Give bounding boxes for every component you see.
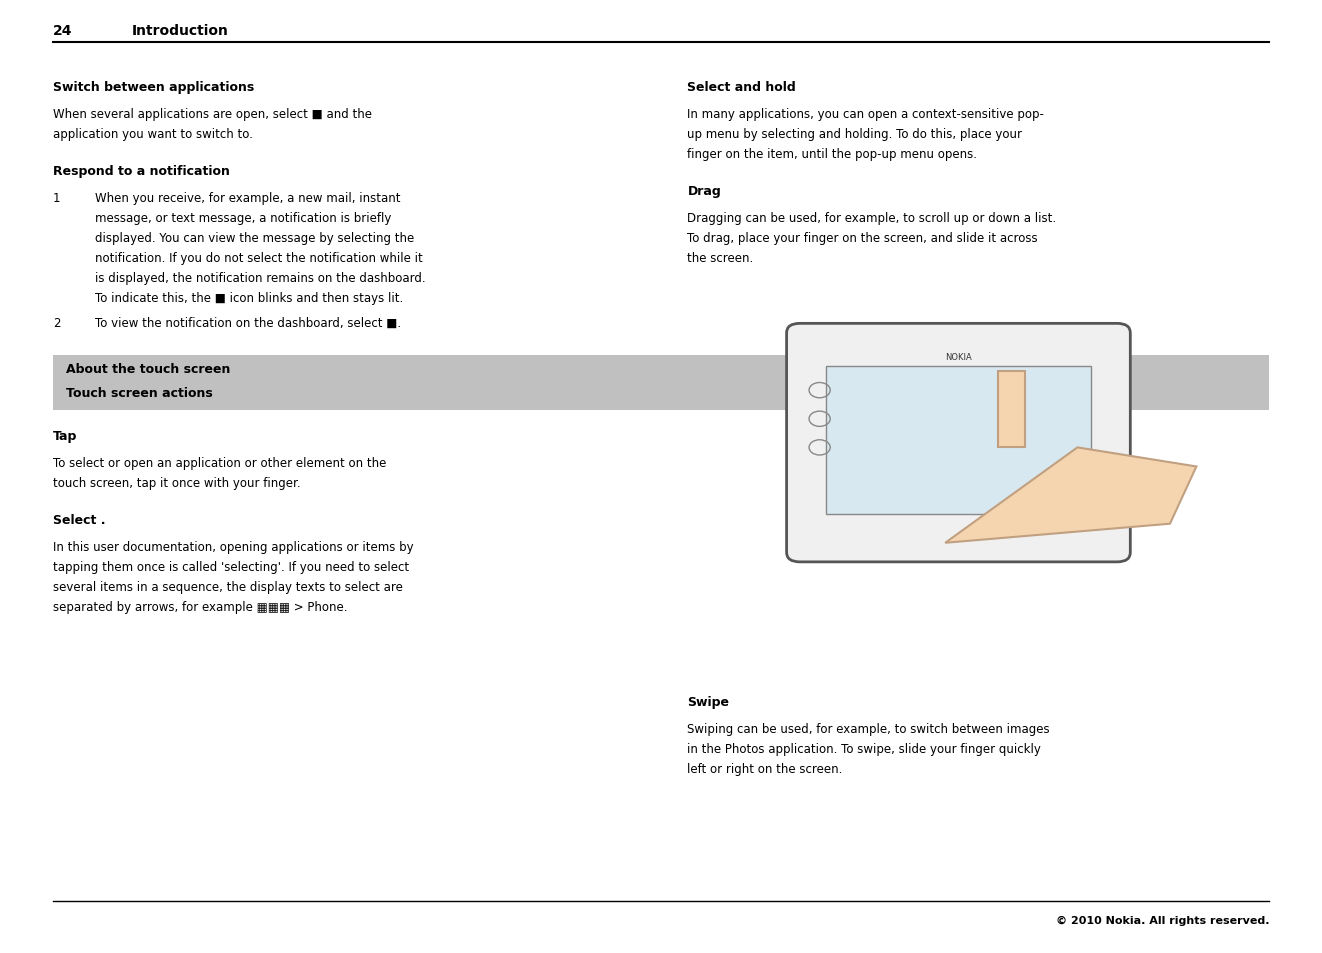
Text: To indicate this, the ■ icon blinks and then stays lit.: To indicate this, the ■ icon blinks and … — [95, 292, 403, 305]
Text: Tap: Tap — [53, 430, 77, 443]
Text: Introduction: Introduction — [132, 24, 229, 38]
Text: To view the notification on the dashboard, select ■.: To view the notification on the dashboar… — [95, 316, 402, 330]
Text: notification. If you do not select the notification while it: notification. If you do not select the n… — [95, 252, 423, 265]
FancyBboxPatch shape — [787, 324, 1130, 562]
Text: Select .: Select . — [53, 514, 106, 527]
Text: About the touch screen: About the touch screen — [66, 363, 230, 376]
Text: tapping them once is called 'selecting'. If you need to select: tapping them once is called 'selecting'.… — [53, 560, 408, 574]
Text: When you receive, for example, a new mail, instant: When you receive, for example, a new mai… — [95, 192, 401, 205]
Text: touch screen, tap it once with your finger.: touch screen, tap it once with your fing… — [53, 476, 300, 490]
Text: message, or text message, a notification is briefly: message, or text message, a notification… — [95, 212, 391, 225]
Text: 1: 1 — [53, 192, 61, 205]
Text: In this user documentation, opening applications or items by: In this user documentation, opening appl… — [53, 540, 414, 554]
Text: application you want to switch to.: application you want to switch to. — [53, 128, 253, 141]
Text: 2: 2 — [53, 316, 61, 330]
Text: Drag: Drag — [687, 185, 722, 198]
Text: 24: 24 — [53, 24, 73, 38]
Text: is displayed, the notification remains on the dashboard.: is displayed, the notification remains o… — [95, 272, 426, 285]
Text: several items in a sequence, the display texts to select are: several items in a sequence, the display… — [53, 580, 403, 594]
FancyBboxPatch shape — [53, 355, 1269, 411]
Text: Swiping can be used, for example, to switch between images: Swiping can be used, for example, to swi… — [687, 722, 1050, 736]
Text: separated by arrows, for example ▦▦▦ > Phone.: separated by arrows, for example ▦▦▦ > P… — [53, 600, 348, 614]
Text: Switch between applications: Switch between applications — [53, 81, 254, 94]
Text: Touch screen actions: Touch screen actions — [66, 387, 213, 400]
Text: NOKIA: NOKIA — [945, 353, 972, 361]
Text: the screen.: the screen. — [687, 252, 754, 265]
Polygon shape — [945, 448, 1196, 543]
Text: displayed. You can view the message by selecting the: displayed. You can view the message by s… — [95, 232, 414, 245]
Text: up menu by selecting and holding. To do this, place your: up menu by selecting and holding. To do … — [687, 128, 1022, 141]
Text: To drag, place your finger on the screen, and slide it across: To drag, place your finger on the screen… — [687, 232, 1038, 245]
Polygon shape — [998, 372, 1025, 448]
Text: left or right on the screen.: left or right on the screen. — [687, 762, 843, 776]
Text: © 2010 Nokia. All rights reserved.: © 2010 Nokia. All rights reserved. — [1056, 915, 1269, 925]
Text: In many applications, you can open a context-sensitive pop-: In many applications, you can open a con… — [687, 108, 1044, 121]
Text: in the Photos application. To swipe, slide your finger quickly: in the Photos application. To swipe, sli… — [687, 742, 1042, 756]
Text: When several applications are open, select ■ and the: When several applications are open, sele… — [53, 108, 371, 121]
Text: Swipe: Swipe — [687, 696, 730, 709]
Text: Respond to a notification: Respond to a notification — [53, 165, 230, 178]
Text: Select and hold: Select and hold — [687, 81, 796, 94]
Text: To select or open an application or other element on the: To select or open an application or othe… — [53, 456, 386, 470]
FancyBboxPatch shape — [826, 367, 1091, 515]
Text: finger on the item, until the pop-up menu opens.: finger on the item, until the pop-up men… — [687, 148, 977, 161]
Text: Dragging can be used, for example, to scroll up or down a list.: Dragging can be used, for example, to sc… — [687, 212, 1056, 225]
